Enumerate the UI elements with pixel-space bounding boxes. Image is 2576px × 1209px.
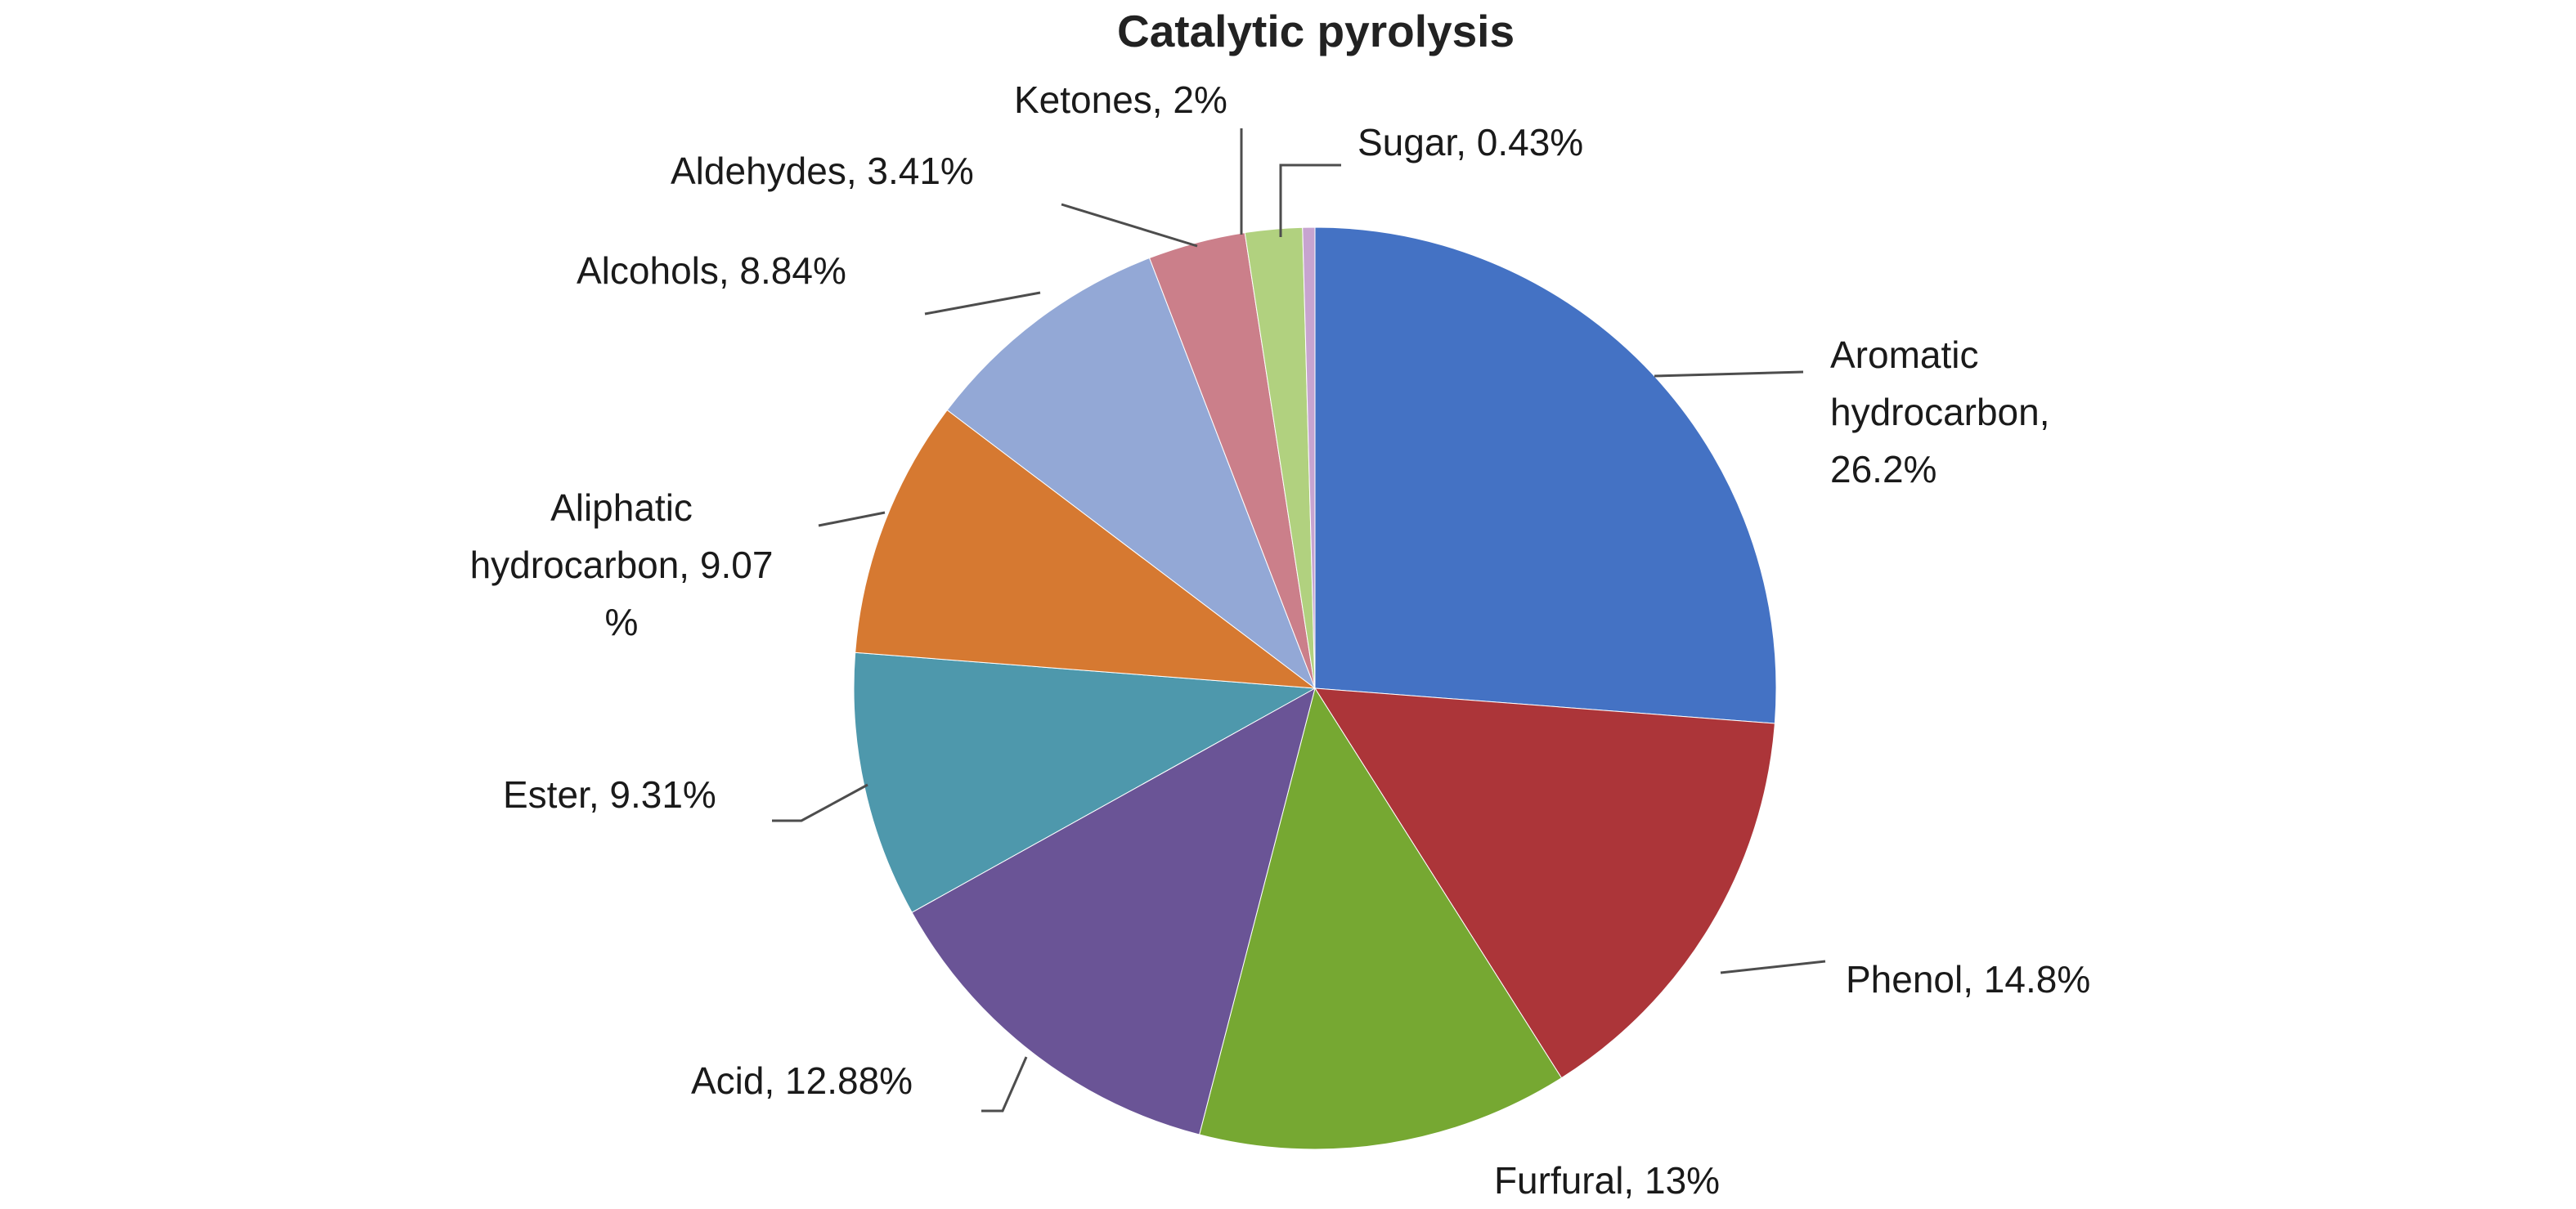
svg-text:Ester, 9.31%: Ester, 9.31%: [503, 773, 716, 816]
svg-text:Aromatic: Aromatic: [1830, 334, 1978, 376]
svg-text:Alcohols, 8.84%: Alcohols, 8.84%: [577, 249, 846, 292]
svg-text:hydrocarbon, 9.07: hydrocarbon, 9.07: [470, 544, 774, 586]
svg-text:Aliphatic: Aliphatic: [550, 486, 693, 529]
svg-text:Furfural, 13%: Furfural, 13%: [1494, 1159, 1720, 1202]
svg-text:%: %: [605, 601, 639, 643]
svg-text:26.2%: 26.2%: [1830, 448, 1936, 490]
svg-text:Aldehydes, 3.41%: Aldehydes, 3.41%: [671, 150, 974, 192]
svg-text:Sugar, 0.43%: Sugar, 0.43%: [1358, 121, 1583, 163]
svg-text:Acid, 12.88%: Acid, 12.88%: [691, 1059, 913, 1102]
svg-text:hydrocarbon,: hydrocarbon,: [1830, 391, 2050, 433]
svg-text:Phenol, 14.8%: Phenol, 14.8%: [1846, 958, 2090, 1001]
svg-text:Ketones, 2%: Ketones, 2%: [1014, 78, 1227, 121]
